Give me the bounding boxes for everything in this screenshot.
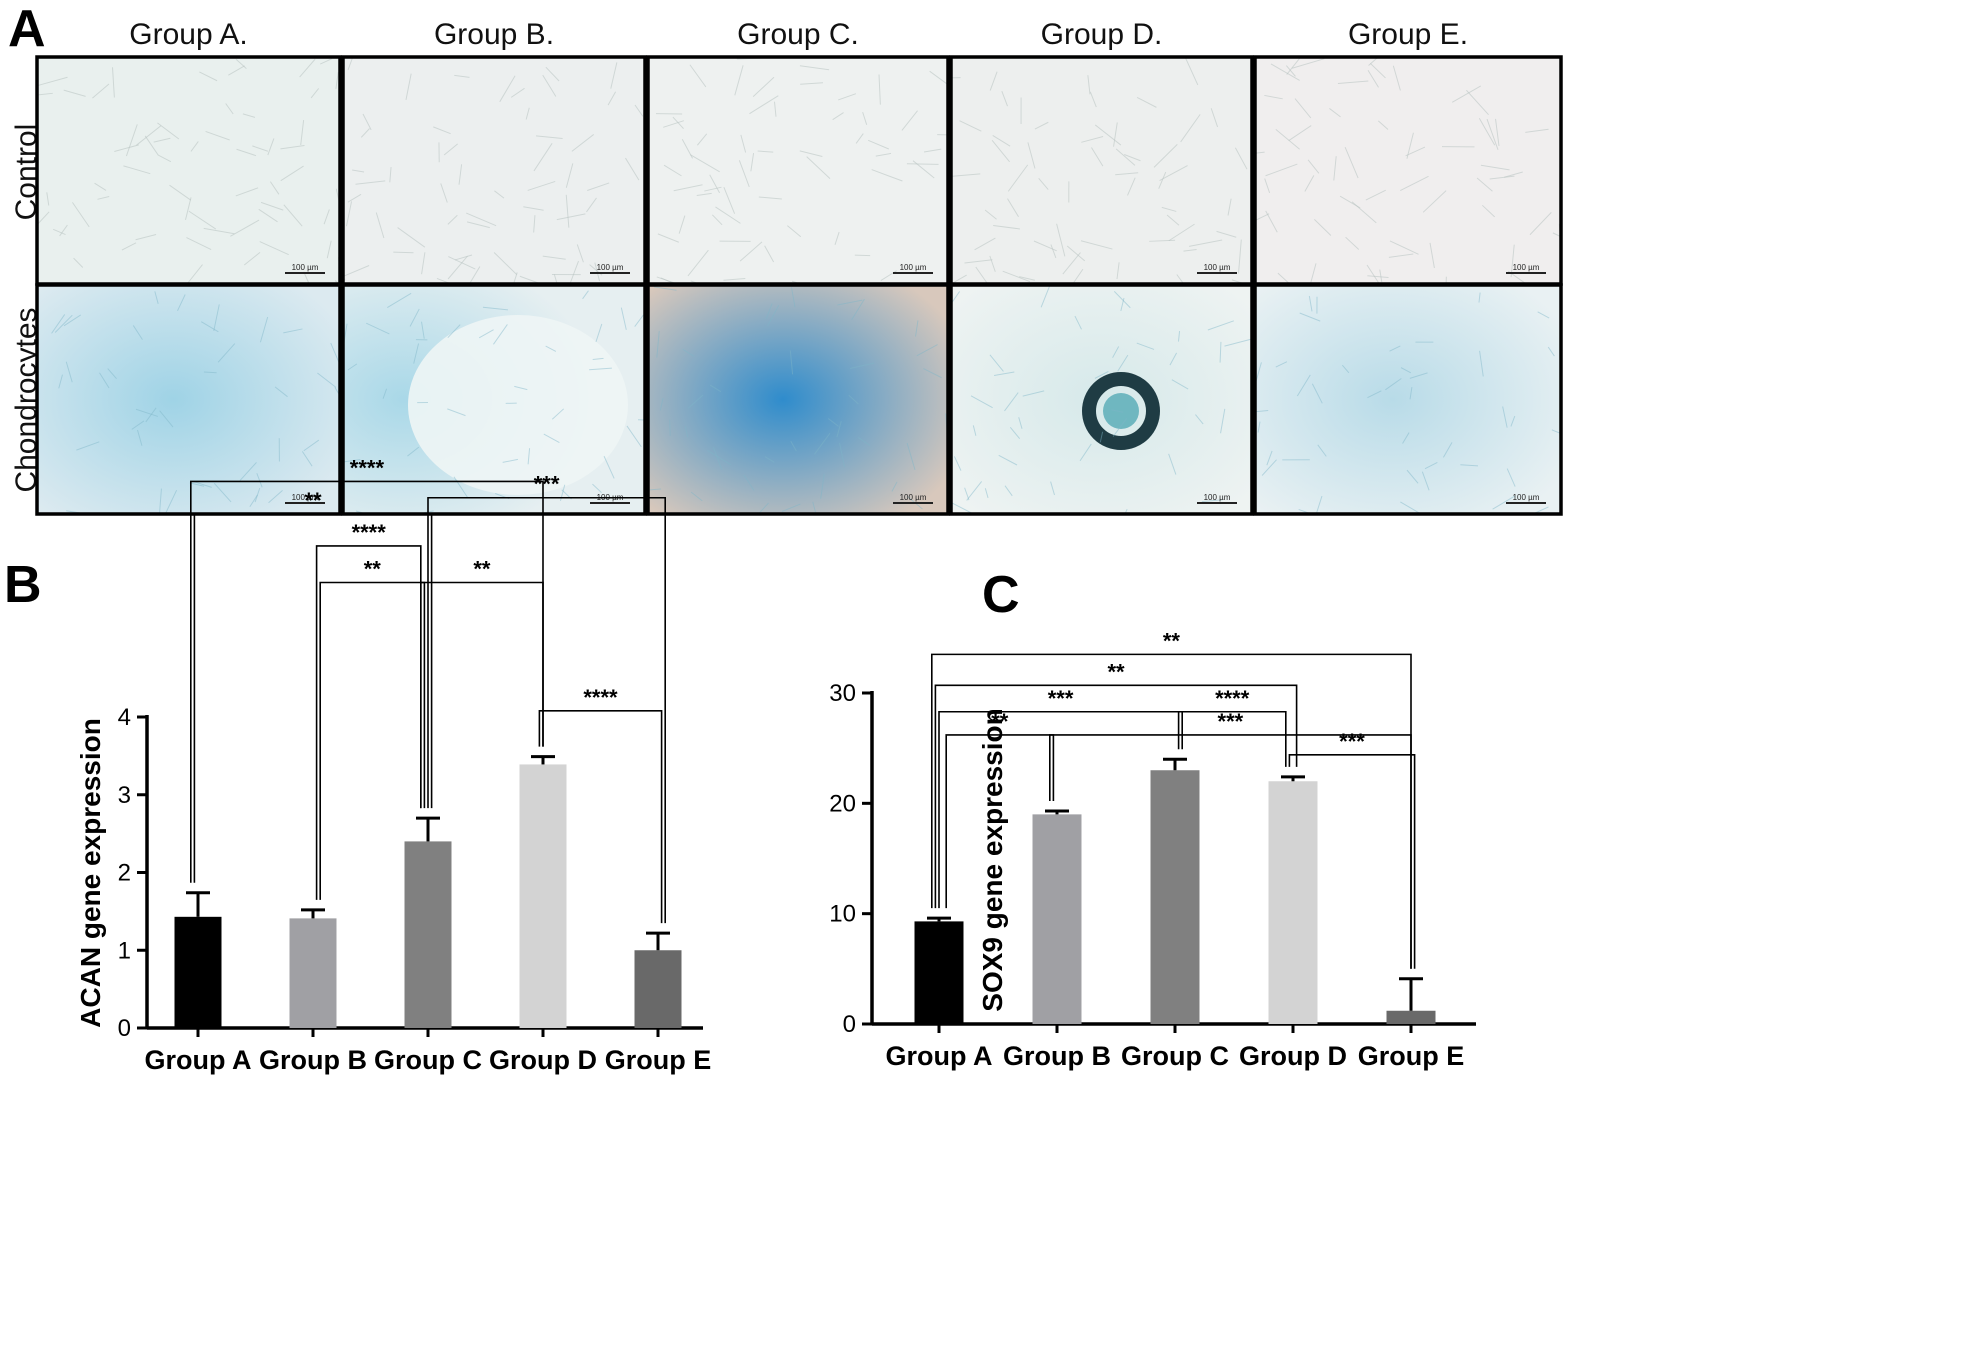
significance-bracket [193,513,433,883]
significance-bracket [945,734,1055,909]
category-label: Group A [145,1045,252,1075]
y-tick-label: 0 [843,1011,856,1038]
group-titles: Group A. Group B. Group C. Group D. Group E. [129,18,1468,51]
bar [1032,814,1082,1024]
bar [914,921,964,1024]
control-micrograph: 100 µm [1253,55,1563,286]
significance-label: ** [1163,628,1181,653]
significance-label: *** [1339,729,1365,754]
significance-label: *** [534,472,560,497]
significance-label: *** [1218,709,1244,734]
micrograph-grid: 100 µm 100 µm 100 µm 100 µm 100 µm 100 µm 100 … [35,55,1563,516]
sox9-y-axis-title: SOX9 gene expression [977,708,1008,1011]
scale-bar-label: 100 µm [1204,263,1231,272]
chondrocyte-micrograph: 100 µm [1253,283,1563,516]
control-micrograph: 100 µm [949,55,1254,286]
acan-chart: 0 1 2 3 4 Group A Group B Group C Group D Group E… [118,455,712,1075]
bar [404,841,452,1028]
significance-bracket [934,684,1298,909]
scale-bar-label: 100 µm [900,263,927,272]
group-title: Group D. [1041,18,1163,51]
y-tick-label: 10 [829,901,856,928]
bar [1268,781,1318,1024]
panel-letter-b: B [4,556,42,614]
category-label: Group C [1121,1041,1229,1071]
significance-label: ** [1107,659,1125,684]
acan-y-axis-title: ACAN gene expression [75,718,106,1028]
significance-bracket [1177,710,1287,767]
group-title: Group E. [1348,18,1468,51]
scale-bar-label: 100 µm [597,263,624,272]
significance-bracket [427,496,666,924]
significance-label: **** [350,455,385,480]
significance-label: **** [1215,686,1250,711]
significance-label: **** [583,685,618,710]
bar [174,916,222,1028]
y-tick-label: 1 [118,937,131,964]
scale-bar-label: 100 µm [1513,493,1540,502]
y-tick-label: 4 [118,704,131,731]
scale-bar-label: 100 µm [292,263,319,272]
y-tick-label: 0 [118,1015,131,1042]
significance-label: **** [352,520,387,545]
chondrocyte-micrograph: 100 µm [646,283,950,516]
category-label: Group B [259,1045,367,1075]
category-label: Group C [374,1045,482,1075]
significance-bracket [538,709,663,924]
scale-bar-label: 100 µm [292,493,319,502]
significance-bracket [938,710,1183,909]
significance-label: ** [364,556,382,581]
panel-c: C SOX9 gene expression 0 10 20 30 Group A Gro… [829,566,1476,1071]
panel-a: A Group A. Group B. Group C. Group D. Group … [8,0,1563,516]
y-tick-label: 20 [829,790,856,817]
chondrocyte-micrograph: 100 µm [35,283,342,516]
control-micrograph: 100 µm [646,55,950,286]
category-label: Group E [605,1045,712,1075]
control-micrograph: 100 µm [341,55,647,286]
panel-letter-c: C [982,566,1020,624]
significance-label: ** [991,709,1009,734]
category-label: Group E [1358,1041,1465,1071]
group-title: Group A. [129,18,247,51]
significance-bracket [1288,753,1416,969]
scale-bar-label: 100 µm [1204,493,1231,502]
chondrocyte-micrograph: 100 µm [341,283,647,516]
significance-label: ** [473,556,491,581]
sox9-chart: 0 10 20 30 Group A Group B Group C Group D Group… [829,628,1476,1071]
y-tick-label: 2 [118,860,131,887]
bar [1386,1010,1436,1024]
y-tick-label: 30 [829,680,856,707]
bar [519,764,567,1028]
bar [289,918,337,1028]
bar [1150,770,1200,1024]
category-label: Group B [1003,1041,1111,1071]
scale-bar-label: 100 µm [900,493,927,502]
significance-label: ** [304,488,322,513]
category-label: Group D [1239,1041,1347,1071]
significance-label: *** [1048,686,1074,711]
y-tick-label: 3 [118,782,131,809]
category-label: Group D [489,1045,597,1075]
significance-bracket [420,581,544,809]
chondrocyte-micrograph: 100 µm [949,283,1254,516]
group-title: Group B. [434,18,554,51]
control-micrograph: 100 µm [35,55,342,286]
group-title: Group C. [737,18,859,51]
significance-bracket [319,581,426,900]
significance-bracket [1049,734,1412,969]
scale-bar-label: 100 µm [1513,263,1540,272]
panel-letter-a: A [8,0,46,58]
category-label: Group A [886,1041,993,1071]
bar [634,950,682,1028]
